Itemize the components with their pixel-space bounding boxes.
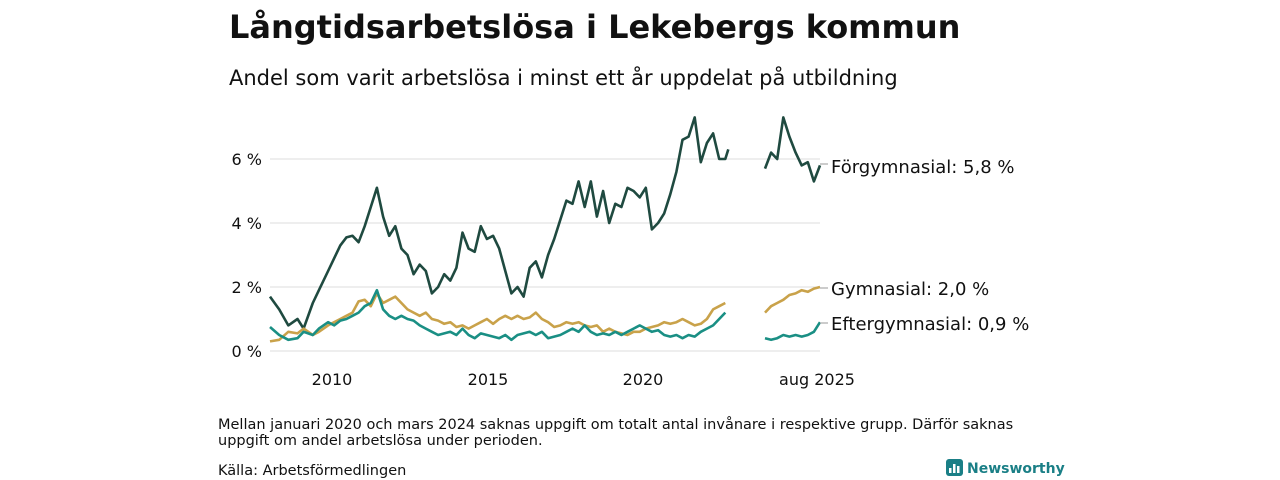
series-end-labels: Förgymnasial: 5,8 % Gymnasial: 2,0 % Eft… (820, 157, 1029, 335)
y-tick-0: 0 % (232, 342, 262, 361)
series-line-gymnasial-segment-2 (764, 285, 821, 314)
x-axis-ticks: 2010 2015 2020 aug 2025 (312, 370, 855, 389)
chart-title: Långtidsarbetslösa i Lekebergs kommun (229, 8, 960, 46)
x-tick-2020: 2020 (623, 370, 664, 389)
footnote-line-1: Mellan januari 2020 och mars 2024 saknas… (218, 416, 1013, 433)
x-tick-2015: 2015 (468, 370, 509, 389)
x-tick-2010: 2010 (312, 370, 353, 389)
end-label-forgymnasial: Förgymnasial: 5,8 % (831, 157, 1015, 178)
series-line-eftergymnasial-segment-2 (764, 321, 822, 342)
y-tick-2: 2 % (232, 278, 262, 297)
end-label-gymnasial: Gymnasial: 2,0 % (831, 279, 989, 300)
y-axis-ticks: 0 % 2 % 4 % 6 % (232, 150, 262, 361)
bar-chart-logo-icon (946, 459, 963, 476)
y-tick-4: 4 % (232, 214, 262, 233)
series-line-gymnasial-segment-1 (269, 292, 726, 343)
footnote-line-2: uppgift om andel arbetslösa under period… (218, 433, 543, 449)
chart-subtitle: Andel som varit arbetslösa i minst ett å… (229, 65, 898, 90)
x-tick-aug-2025: aug 2025 (779, 370, 855, 389)
brand-logo: Newsworthy (946, 459, 1065, 477)
y-tick-6: 6 % (232, 150, 262, 169)
gridlines (270, 158, 820, 352)
series-line-frgymnasial-segment-1 (268, 116, 730, 330)
brand-name: Newsworthy (967, 461, 1065, 477)
series-line-eftergymnasial-segment-1 (269, 288, 727, 342)
series-line-frgymnasial-segment-2 (763, 116, 822, 183)
source-text: Källa: Arbetsförmedlingen (218, 463, 406, 479)
end-label-eftergymnasial: Eftergymnasial: 0,9 % (831, 314, 1029, 335)
series-lines (268, 116, 822, 343)
